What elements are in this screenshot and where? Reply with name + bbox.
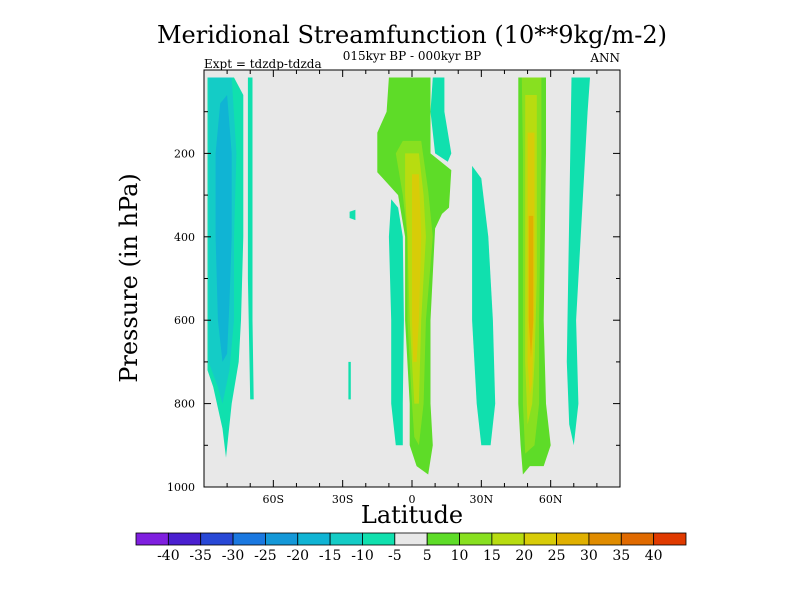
colorbar-swatch [135, 532, 169, 546]
x-tick-label: 60S [263, 493, 285, 506]
colorbar-label: 30 [580, 548, 598, 564]
colorbar-swatch [653, 532, 687, 546]
colorbar-label: -30 [222, 548, 245, 564]
colorbar-swatch [556, 532, 590, 546]
contour-region [388, 199, 404, 446]
y-tick-label: 200 [174, 147, 195, 160]
colorbar-swatch [232, 532, 266, 546]
colorbar-swatch [620, 532, 655, 546]
contour-region [566, 77, 590, 446]
experiment-label: Expt = tdzdp-tdzda [204, 57, 322, 71]
x-tick-label: 0 [409, 493, 416, 506]
colorbar-label: -10 [351, 548, 374, 564]
colorbar-swatch [588, 532, 622, 546]
y-tick-label: 1000 [167, 481, 195, 494]
contour-region [349, 209, 356, 221]
colorbar-swatch [265, 532, 299, 546]
contour-region [472, 165, 496, 446]
colorbar-label: 20 [515, 548, 533, 564]
y-tick-label: 800 [174, 398, 195, 411]
contour-regions [207, 77, 590, 475]
x-tick-label: 60N [539, 493, 563, 506]
x-tick-label: 30N [470, 493, 494, 506]
x-tick-label: 30S [332, 493, 354, 506]
colorbar-label: 25 [548, 548, 566, 564]
contour-region [348, 361, 351, 400]
contour-region [215, 95, 232, 362]
colorbar-label: -5 [388, 548, 402, 564]
colorbar-swatch [394, 532, 428, 546]
colorbar: -40 -35 -30 -25 -20 -15 -10 -5 5 10 15 20 25 30 35 40 [135, 532, 687, 564]
colorbar-swatch [459, 532, 493, 546]
colorbar-label: 35 [612, 548, 630, 564]
chart-title: Meridional Streamfunction (10**9kg/m-2) [157, 21, 667, 49]
contour-region [430, 77, 452, 162]
colorbar-label: 10 [451, 548, 469, 564]
colorbar-label: 40 [645, 548, 663, 564]
colorbar-swatch [167, 532, 202, 546]
colorbar-swatch [491, 532, 525, 546]
colorbar-label: -15 [319, 548, 342, 564]
colorbar-label: 15 [483, 548, 501, 564]
colorbar-swatch [523, 532, 557, 546]
season-label: ANN [589, 51, 620, 65]
y-axis-label: Pressure (in hPa) [115, 173, 143, 383]
contour-region [412, 174, 422, 362]
colorbar-swatch [426, 532, 460, 546]
contour-region [247, 77, 254, 400]
axis-ticks: 60S 30S 0 30N 60N 200 400 600 800 1000 [167, 70, 620, 506]
colorbar-label: -20 [286, 548, 309, 564]
colorbar-label: -25 [254, 548, 277, 564]
chart-subtitle: 015kyr BP - 000kyr BP [343, 49, 481, 63]
colorbar-label: -35 [189, 548, 212, 564]
y-tick-label: 400 [174, 231, 195, 244]
contour-region [528, 215, 534, 358]
plot-area: 60S 30S 0 30N 60N 200 400 600 800 1000 [167, 69, 621, 506]
y-tick-label: 600 [174, 314, 195, 327]
colorbar-label: -40 [157, 548, 180, 564]
colorbar-swatch [329, 532, 363, 546]
colorbar-swatch [297, 532, 331, 546]
colorbar-swatch [362, 532, 396, 546]
colorbar-swatch [200, 532, 234, 546]
x-axis-label: Latitude [361, 501, 463, 529]
colorbar-label: 5 [423, 548, 432, 564]
